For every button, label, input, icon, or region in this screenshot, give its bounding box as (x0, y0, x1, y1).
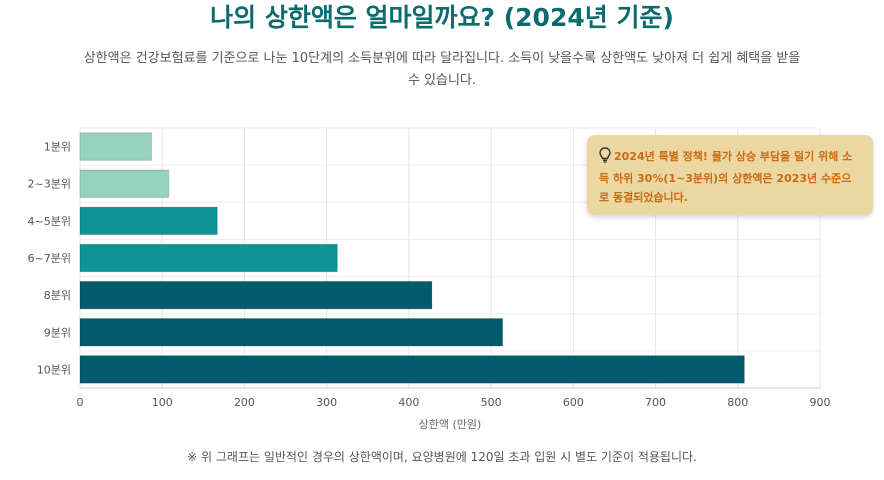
bar-chart: 1분위 2~3분위 4~5분위 6~7분위 8분위 9분위 10분위 0 100 200 300 4… (28, 127, 831, 431)
policy-callout: 2024년 특별 정책! 물가 상승 부담을 덜기 위해 소득 하위 30%(1… (587, 135, 873, 215)
x-tick-label: 300 (316, 396, 337, 409)
category-label: 8분위 (44, 289, 71, 302)
chart-category-labels: 1분위 2~3분위 4~5분위 6~7분위 8분위 9분위 10분위 (28, 141, 71, 377)
x-tick-label: 100 (152, 396, 173, 409)
category-label: 1분위 (44, 141, 71, 154)
x-tick-label: 600 (563, 396, 584, 409)
bar-5[interactable] (79, 280, 433, 310)
category-label: 9분위 (44, 326, 71, 339)
bar-7[interactable] (79, 355, 745, 384)
category-label: 2~3분위 (28, 178, 71, 191)
page-title: 나의 상한액은 얼마일까요? (2024년 기준) (210, 3, 674, 32)
x-tick-label: 900 (810, 396, 831, 409)
bar-1[interactable] (79, 132, 153, 161)
bar-3[interactable] (79, 206, 218, 236)
category-label: 10분위 (37, 363, 71, 376)
bar-2[interactable] (79, 169, 170, 198)
callout-text: 2024년 특별 정책! 물가 상승 부담을 덜기 위해 소득 하위 30%(1… (599, 150, 853, 204)
category-label: 6~7분위 (28, 252, 71, 265)
category-label: 4~5분위 (28, 215, 71, 228)
x-tick-label: 400 (398, 396, 419, 409)
chart-x-tick-labels: 0 100 200 300 400 500 600 700 800 900 (77, 396, 831, 409)
x-tick-label: 500 (481, 396, 502, 409)
page-subtitle: 상한액은 건강보험료를 기준으로 나눈 10단계의 소득분위에 따라 달라집니다… (83, 51, 801, 88)
bar-6[interactable] (79, 318, 504, 347)
x-tick-label: 800 (727, 396, 748, 409)
x-tick-label: 200 (234, 396, 255, 409)
bar-4[interactable] (79, 243, 338, 273)
x-tick-label: 0 (77, 396, 84, 409)
footnote: ※ 위 그래프는 일반적인 경우의 상한액이며, 요양병원에 120일 초과 입… (187, 450, 697, 464)
x-tick-label: 700 (645, 396, 666, 409)
x-axis-label: 상한액 (만원) (419, 418, 482, 431)
lightbulb-icon (599, 147, 611, 169)
chart-bars (79, 132, 745, 384)
